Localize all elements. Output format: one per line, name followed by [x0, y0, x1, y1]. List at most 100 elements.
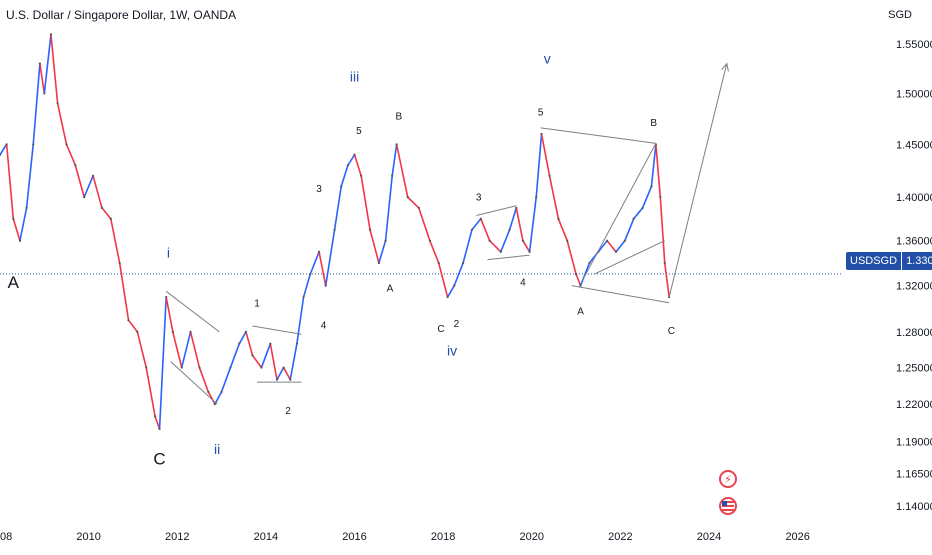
price-point: [479, 217, 482, 220]
trendline: [165, 290, 220, 333]
trendline: [593, 240, 665, 275]
price-segment: [575, 273, 582, 287]
price-segment: [641, 185, 653, 209]
price-point: [663, 261, 666, 265]
y-tick-label: 1.50000: [896, 88, 932, 100]
price-point: [614, 250, 618, 253]
x-tick-label: 2016: [342, 531, 366, 543]
wave-label: 5: [356, 126, 362, 137]
price-segment: [207, 391, 216, 405]
price-point: [606, 239, 609, 242]
price-point: [83, 196, 86, 199]
price-point: [118, 261, 121, 265]
wave-label: 2: [454, 319, 460, 330]
price-point: [353, 153, 356, 156]
price-segment: [557, 217, 569, 242]
price-series-layer: [0, 33, 671, 431]
price-point: [623, 239, 626, 242]
wave-label: C: [437, 324, 444, 335]
y-tick-label: 1.36000: [896, 236, 932, 248]
price-point: [579, 284, 582, 287]
price-point: [575, 273, 578, 276]
trendline: [170, 361, 218, 405]
price-segment: [462, 228, 473, 264]
price-point: [632, 217, 635, 220]
price-segment: [384, 174, 393, 242]
price-segment: [324, 228, 336, 287]
price-segment: [417, 207, 431, 242]
us-flag-icon[interactable]: [719, 497, 737, 515]
projection-arrow-line: [668, 63, 728, 298]
price-segment: [540, 133, 551, 177]
price-point: [0, 153, 2, 156]
price-segment: [5, 143, 15, 220]
price-segment: [158, 296, 167, 430]
y-tick-label: 1.25000: [896, 363, 932, 375]
price-point: [453, 284, 456, 287]
wave-label: B: [650, 118, 657, 129]
wave-label: 4: [520, 278, 526, 289]
price-point: [384, 239, 387, 242]
last-price-tag: USDSGD 1.33032: [846, 252, 932, 270]
price-point: [360, 174, 363, 177]
price-segment: [229, 342, 241, 369]
y-axis: 1.55000 1.50000 1.45000 1.40000 1.36000 1.320…: [896, 39, 932, 513]
price-segment: [56, 102, 68, 146]
price-point: [158, 427, 161, 431]
x-tick-label: 2018: [431, 531, 455, 543]
price-point: [109, 217, 112, 220]
price-segment: [92, 174, 103, 209]
price-segment: [471, 217, 482, 231]
trendline: [582, 143, 657, 281]
currency-label: SGD: [888, 9, 912, 21]
wave-label: ii: [214, 441, 220, 457]
price-point: [49, 33, 53, 36]
wave-label: A: [387, 283, 394, 294]
price-point: [275, 378, 279, 381]
price-segment: [378, 239, 387, 264]
price-point: [346, 164, 349, 167]
y-tick-label: 1.19000: [896, 437, 932, 449]
price-segment: [118, 262, 130, 321]
price-segment: [245, 331, 254, 357]
price-segment: [406, 196, 420, 209]
x-tick-label: 2026: [785, 531, 809, 543]
price-segment: [220, 366, 232, 393]
price-point: [417, 206, 420, 210]
wave-label: v: [544, 51, 551, 67]
wave-label: C: [668, 326, 675, 337]
price-point: [499, 250, 502, 253]
price-segment: [369, 228, 380, 264]
price-segment: [395, 143, 409, 198]
y-tick-label: 1.14000: [896, 501, 932, 513]
price-segment: [624, 217, 635, 242]
price-segment: [391, 143, 398, 177]
y-tick-label: 1.40000: [896, 192, 932, 204]
price-segment: [260, 342, 272, 369]
price-point: [521, 239, 525, 242]
price-point: [309, 273, 312, 276]
price-point: [428, 239, 431, 242]
price-segment: [453, 262, 464, 287]
lightning-icon[interactable]: ⚡: [719, 470, 737, 488]
price-point: [588, 261, 591, 265]
wave-label: 3: [316, 184, 322, 195]
price-point: [295, 342, 299, 345]
price-segment: [269, 342, 278, 381]
price-segment: [32, 62, 41, 146]
price-point: [251, 354, 254, 357]
price-point: [437, 261, 440, 265]
price-point: [65, 143, 68, 146]
price-point: [340, 185, 343, 188]
flag-glyph: [722, 501, 734, 511]
price-point: [282, 366, 285, 369]
price-point: [508, 228, 511, 231]
trendline: [252, 325, 302, 335]
price-point: [641, 206, 644, 210]
price-segment: [535, 133, 543, 198]
price-point: [515, 206, 518, 210]
price-segment: [340, 164, 349, 188]
